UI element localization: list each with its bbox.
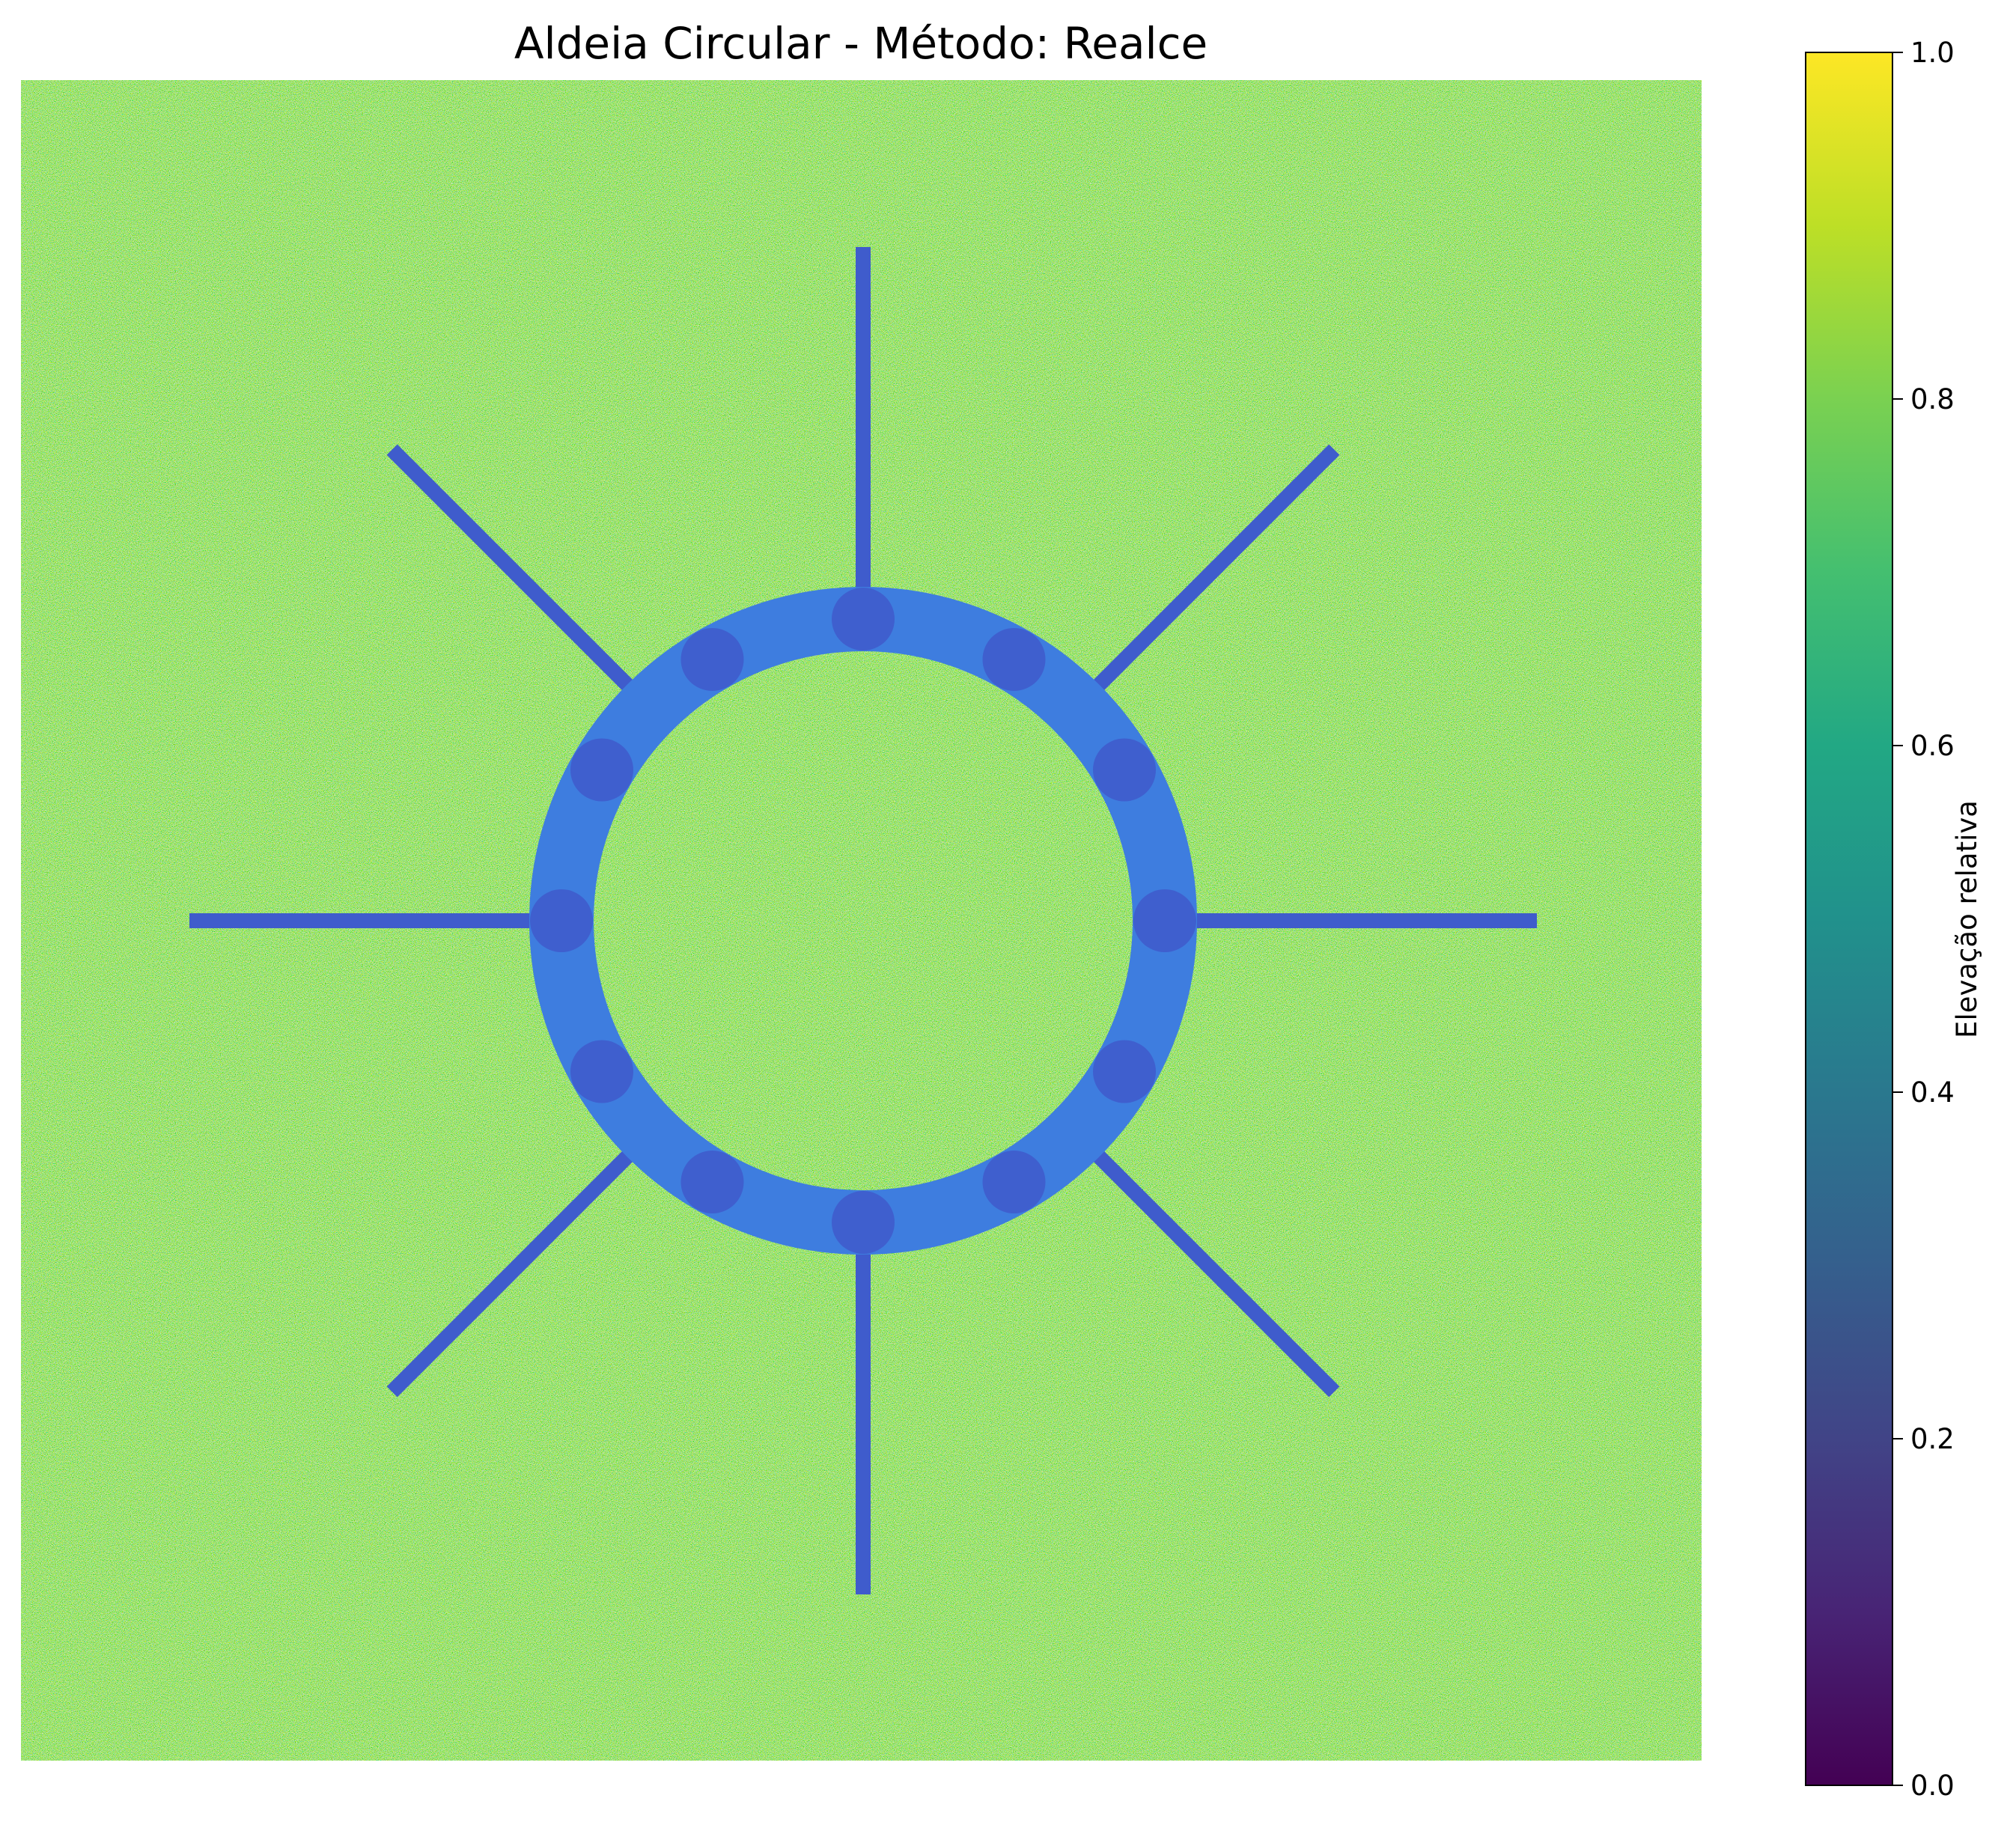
ring-dot <box>681 1151 744 1213</box>
ring-dot <box>570 739 633 802</box>
ring-dot <box>681 628 744 691</box>
ring-dot <box>832 588 895 651</box>
ring-dot <box>570 1041 633 1103</box>
ring-dot <box>1093 1041 1156 1103</box>
colorbar-tick-label: 0.0 <box>1910 1770 1955 1802</box>
ring-dot <box>832 1191 895 1254</box>
colorbar-tick-label: 0.4 <box>1910 1076 1955 1109</box>
colorbar-ticks: 0.0 0.2 0.4 0.6 0.8 1.0 <box>1892 37 1955 1802</box>
colorbar-tick-label: 1.0 <box>1910 37 1955 69</box>
ring-dot <box>983 1151 1046 1213</box>
heatmap-image <box>21 80 1702 1761</box>
ring-dot <box>530 889 593 952</box>
chart-title: Aldeia Circular - Método: Realce <box>514 18 1208 69</box>
colorbar-gradient <box>1806 52 1892 1785</box>
colorbar-label: Elevação relativa <box>1951 800 1983 1038</box>
colorbar-tick-label: 0.8 <box>1910 383 1955 415</box>
colorbar: 0.0 0.2 0.4 0.6 0.8 1.0 Elevação relativa <box>1806 37 1983 1802</box>
ring-dot <box>1133 889 1196 952</box>
colorbar-tick-label: 0.6 <box>1910 730 1955 762</box>
ring-dot <box>983 628 1046 691</box>
ring-dot <box>1093 739 1156 802</box>
colorbar-tick-label: 0.2 <box>1910 1423 1955 1455</box>
